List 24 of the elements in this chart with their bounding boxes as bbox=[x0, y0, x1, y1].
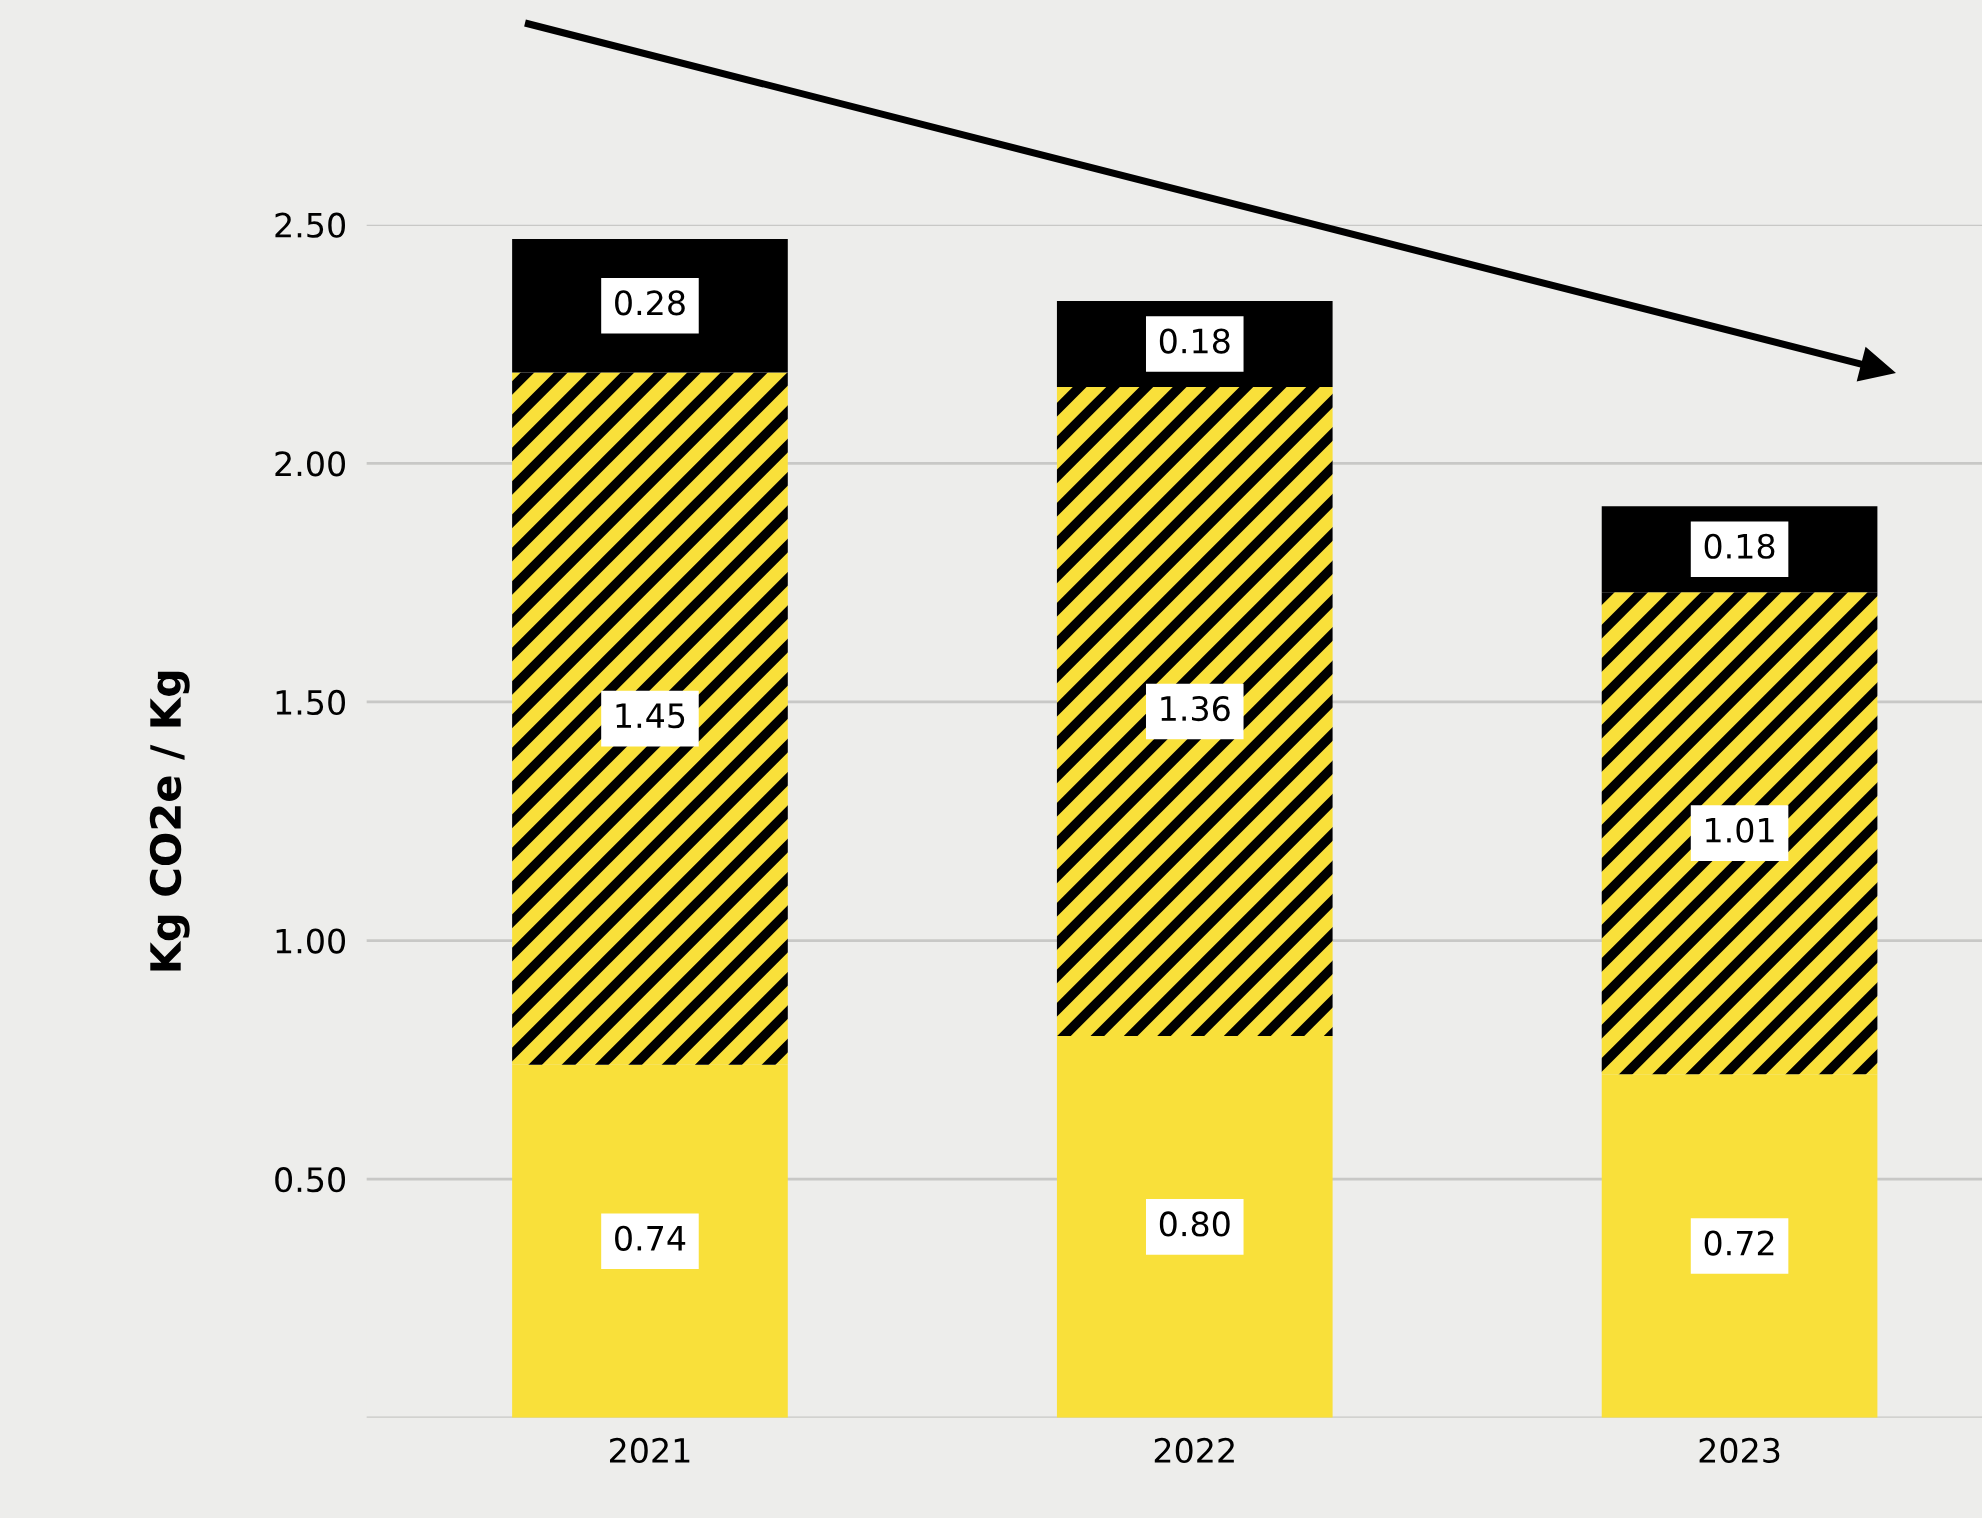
bar bbox=[512, 1064, 788, 1418]
data-label: 1.36 bbox=[1161, 695, 1230, 722]
data-label: 1.01 bbox=[1706, 817, 1774, 843]
data-label: 0.18 bbox=[1159, 328, 1230, 354]
y-axis-title: Kg CO2e / Kg bbox=[149, 671, 190, 971]
y-tick-label: 1.50 bbox=[276, 689, 346, 716]
y-tick-label: 0.50 bbox=[275, 1167, 346, 1193]
data-label: 1.45 bbox=[616, 703, 685, 729]
x-tick-label: 2021 bbox=[609, 1437, 690, 1464]
y-tick-label: 1.00 bbox=[276, 928, 346, 954]
data-label: 0.74 bbox=[615, 1225, 686, 1251]
y-tick-label: 2.50 bbox=[275, 212, 346, 238]
data-label: 0.80 bbox=[1159, 1211, 1230, 1237]
bar bbox=[1601, 592, 1878, 1075]
bar bbox=[1056, 386, 1333, 1036]
y-tick-label: 2.00 bbox=[275, 451, 346, 477]
bar bbox=[1056, 1036, 1333, 1418]
data-label: 0.18 bbox=[1704, 533, 1775, 559]
data-label: 0.72 bbox=[1704, 1230, 1774, 1256]
x-tick-label: 2023 bbox=[1699, 1437, 1780, 1464]
bar bbox=[512, 372, 788, 1065]
x-tick-label: 2022 bbox=[1154, 1437, 1234, 1464]
data-label: 0.28 bbox=[615, 290, 685, 316]
bar bbox=[1601, 1074, 1878, 1418]
